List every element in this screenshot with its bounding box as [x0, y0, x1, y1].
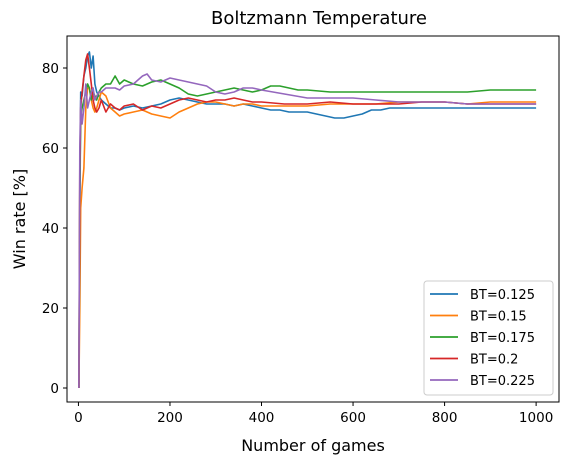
- legend-label-5: BT=0.225: [470, 374, 535, 389]
- chart-title: Boltzmann Temperature: [211, 8, 427, 29]
- y-tick-label: 40: [42, 221, 59, 237]
- x-axis-label: Number of games: [241, 436, 385, 455]
- x-tick-label: 400: [249, 410, 275, 426]
- x-tick-label: 0: [74, 410, 83, 426]
- x-tick-label: 800: [432, 410, 458, 426]
- series-line-1: [78, 51, 537, 389]
- legend-label-3: BT=0.175: [470, 331, 535, 346]
- series-line-5: [78, 73, 537, 389]
- y-tick-label: 20: [42, 301, 59, 317]
- legend-label-4: BT=0.2: [470, 353, 518, 368]
- legend-label-2: BT=0.15: [470, 310, 527, 325]
- legend-box: [423, 280, 554, 396]
- y-tick-label: 80: [42, 61, 59, 77]
- x-tick-label: 1000: [519, 410, 553, 426]
- legend-label-1: BT=0.125: [470, 288, 535, 303]
- x-tick-label: 600: [340, 410, 366, 426]
- y-tick-label: 0: [50, 381, 59, 397]
- ticks-layer: 0 200 400 600 800 1000 0 20 40 60 80: [42, 61, 553, 426]
- plot-frame: [66, 35, 560, 403]
- y-tick-label: 60: [42, 141, 59, 157]
- series-line-3: [78, 75, 537, 389]
- x-tick-label: 200: [157, 410, 183, 426]
- series-line-4: [78, 53, 537, 389]
- series-layer: [78, 51, 537, 389]
- y-axis-label: Win rate [%]: [10, 169, 29, 269]
- legend: BT=0.125 BT=0.15 BT=0.175 BT=0.2 BT=0.225: [423, 280, 554, 396]
